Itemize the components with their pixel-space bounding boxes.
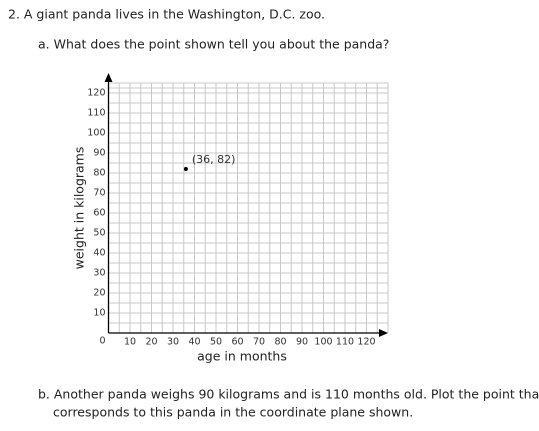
x-tick-label: 100 — [314, 337, 332, 348]
y-tick-label: 40 — [93, 248, 105, 259]
y-tick-label: 10 — [93, 308, 105, 319]
origin-label: 0 — [99, 336, 105, 347]
y-tick-label: 70 — [93, 188, 105, 199]
point-label: (36, 82) — [192, 153, 236, 166]
x-tick-label: 20 — [145, 337, 157, 348]
question-b: corresponds to this panda in the coordin… — [53, 405, 413, 420]
x-tick-label: 50 — [210, 337, 222, 348]
y-tick-label: 90 — [93, 148, 105, 159]
y-tick-label: 60 — [93, 208, 105, 219]
y-tick-label: 80 — [93, 168, 105, 179]
x-axis-arrow — [379, 329, 388, 337]
point — [183, 167, 188, 171]
question-b: b. Another panda weighs 90 kilograms and… — [38, 387, 539, 402]
y-tick-label: 120 — [87, 88, 105, 99]
x-tick-label: 70 — [253, 337, 265, 348]
x-tick-label: 110 — [336, 337, 354, 348]
x-tick-label: 10 — [124, 337, 136, 348]
x-tick-label: 90 — [296, 337, 308, 348]
coordinate-plane: 10 20 30 40 50 60 70 80 90 100 110 1201020304050607… — [72, 73, 389, 364]
y-axis-title: weight in kilograms — [72, 147, 87, 270]
y-tick-label: 30 — [93, 268, 105, 279]
x-tick-label: 80 — [274, 337, 286, 348]
question-a: a. What does the point shown tell you ab… — [38, 37, 389, 52]
heading: 2. A giant panda lives in the Washington… — [8, 7, 325, 22]
y-tick-label: 50 — [93, 228, 105, 239]
x-axis-title: age in months — [197, 349, 287, 364]
y-tick-label: 110 — [87, 108, 105, 119]
y-tick-label: 100 — [87, 128, 105, 139]
x-tick-label: 40 — [188, 337, 200, 348]
x-tick-label: 120 — [357, 337, 375, 348]
y-tick-label: 20 — [93, 288, 105, 299]
x-tick-label: 60 — [231, 337, 243, 348]
x-tick-label: 30 — [167, 337, 179, 348]
y-axis-arrow — [104, 73, 113, 82]
